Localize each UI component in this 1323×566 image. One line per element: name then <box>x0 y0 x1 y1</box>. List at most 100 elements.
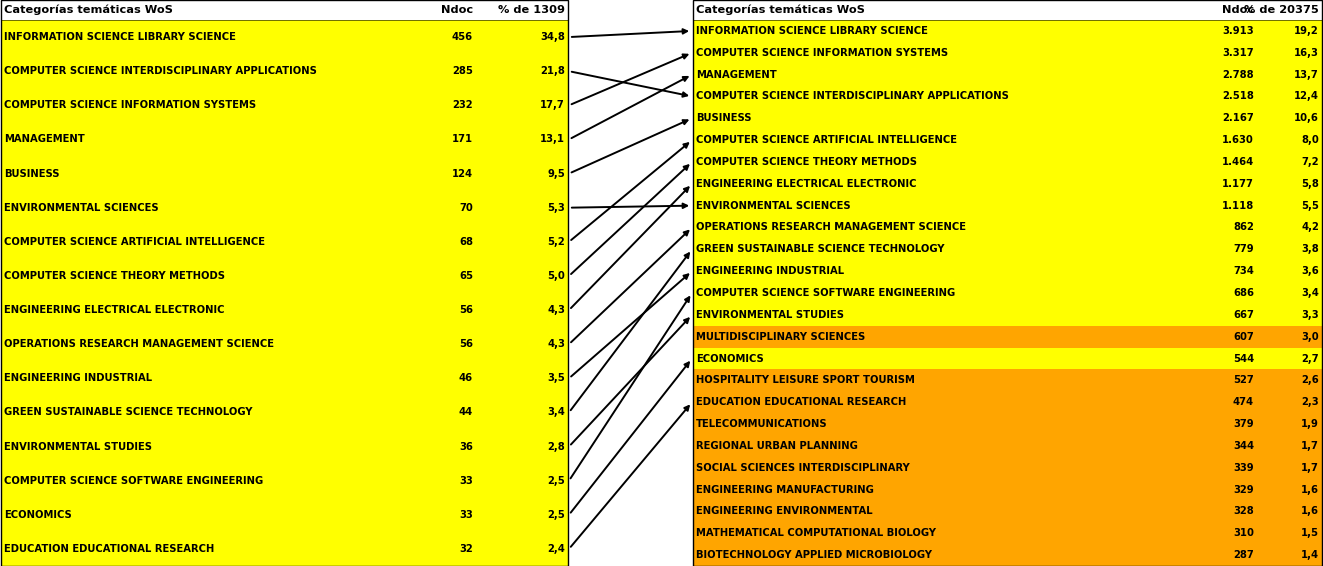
Text: 527: 527 <box>1233 375 1254 385</box>
Text: 46: 46 <box>459 374 474 383</box>
Text: Ndoc: Ndoc <box>1222 5 1254 15</box>
Text: 36: 36 <box>459 441 474 452</box>
Text: 2,5: 2,5 <box>548 475 565 486</box>
Bar <box>693 500 1322 522</box>
Text: COMPUTER SCIENCE ARTIFICIAL INTELLIGENCE: COMPUTER SCIENCE ARTIFICIAL INTELLIGENCE <box>4 237 265 247</box>
Bar <box>1 54 568 88</box>
Text: 34,8: 34,8 <box>540 32 565 42</box>
Text: 2.788: 2.788 <box>1222 70 1254 80</box>
Bar <box>693 0 1322 20</box>
Text: ENGINEERING ENVIRONMENTAL: ENGINEERING ENVIRONMENTAL <box>696 507 873 516</box>
Text: 3,4: 3,4 <box>548 408 565 418</box>
Text: 287: 287 <box>1233 550 1254 560</box>
Text: 3,8: 3,8 <box>1302 245 1319 254</box>
Text: ENVIRONMENTAL STUDIES: ENVIRONMENTAL STUDIES <box>4 441 152 452</box>
Text: TELECOMMUNICATIONS: TELECOMMUNICATIONS <box>696 419 828 429</box>
Text: COMPUTER SCIENCE INFORMATION SYSTEMS: COMPUTER SCIENCE INFORMATION SYSTEMS <box>4 100 257 110</box>
Text: 667: 667 <box>1233 310 1254 320</box>
Text: EDUCATION EDUCATIONAL RESEARCH: EDUCATION EDUCATIONAL RESEARCH <box>696 397 906 407</box>
Text: 4,3: 4,3 <box>548 305 565 315</box>
Bar <box>1 396 568 430</box>
Bar <box>1 157 568 191</box>
Text: 1,4: 1,4 <box>1301 550 1319 560</box>
Text: 65: 65 <box>459 271 474 281</box>
Bar <box>693 413 1322 435</box>
Text: HOSPITALITY LEISURE SPORT TOURISM: HOSPITALITY LEISURE SPORT TOURISM <box>696 375 916 385</box>
Text: BUSINESS: BUSINESS <box>4 169 60 178</box>
Text: 1,5: 1,5 <box>1301 528 1319 538</box>
Text: 1.464: 1.464 <box>1221 157 1254 167</box>
Text: 8,0: 8,0 <box>1302 135 1319 145</box>
Bar <box>693 457 1322 479</box>
Text: COMPUTER SCIENCE INTERDISCIPLINARY APPLICATIONS: COMPUTER SCIENCE INTERDISCIPLINARY APPLI… <box>696 92 1009 101</box>
Text: 5,5: 5,5 <box>1301 200 1319 211</box>
Text: COMPUTER SCIENCE ARTIFICIAL INTELLIGENCE: COMPUTER SCIENCE ARTIFICIAL INTELLIGENCE <box>696 135 957 145</box>
Bar <box>693 108 1322 129</box>
Text: EDUCATION EDUCATIONAL RESEARCH: EDUCATION EDUCATIONAL RESEARCH <box>4 544 214 554</box>
Text: 9,5: 9,5 <box>548 169 565 178</box>
Text: MANAGEMENT: MANAGEMENT <box>696 70 777 80</box>
Text: OPERATIONS RESEARCH MANAGEMENT SCIENCE: OPERATIONS RESEARCH MANAGEMENT SCIENCE <box>4 339 274 349</box>
Text: 379: 379 <box>1233 419 1254 429</box>
Bar <box>693 151 1322 173</box>
Text: 56: 56 <box>459 339 474 349</box>
Text: COMPUTER SCIENCE SOFTWARE ENGINEERING: COMPUTER SCIENCE SOFTWARE ENGINEERING <box>4 475 263 486</box>
Text: 68: 68 <box>459 237 474 247</box>
Text: GREEN SUSTAINABLE SCIENCE TECHNOLOGY: GREEN SUSTAINABLE SCIENCE TECHNOLOGY <box>696 245 945 254</box>
Bar <box>693 85 1322 108</box>
Bar <box>1 20 568 54</box>
Text: % de 20375: % de 20375 <box>1244 5 1319 15</box>
Text: ENGINEERING INDUSTRIAL: ENGINEERING INDUSTRIAL <box>696 266 844 276</box>
Text: 4,2: 4,2 <box>1301 222 1319 233</box>
Text: 3.317: 3.317 <box>1222 48 1254 58</box>
Text: BIOTECHNOLOGY APPLIED MICROBIOLOGY: BIOTECHNOLOGY APPLIED MICROBIOLOGY <box>696 550 931 560</box>
Text: 21,8: 21,8 <box>540 66 565 76</box>
Bar <box>693 304 1322 326</box>
Text: 1.630: 1.630 <box>1222 135 1254 145</box>
Bar <box>693 64 1322 85</box>
Text: Categorías temáticas WoS: Categorías temáticas WoS <box>696 5 865 15</box>
Bar <box>693 195 1322 217</box>
Text: 2,3: 2,3 <box>1302 397 1319 407</box>
Text: 5,0: 5,0 <box>548 271 565 281</box>
Bar <box>1 327 568 361</box>
Text: 3,6: 3,6 <box>1302 266 1319 276</box>
Text: 10,6: 10,6 <box>1294 113 1319 123</box>
Text: 2,8: 2,8 <box>548 441 565 452</box>
Text: 1,6: 1,6 <box>1301 507 1319 516</box>
Text: 5,8: 5,8 <box>1301 179 1319 189</box>
Text: 5,3: 5,3 <box>548 203 565 213</box>
Text: 3,0: 3,0 <box>1302 332 1319 342</box>
Text: MULTIDISCIPLINARY SCIENCES: MULTIDISCIPLINARY SCIENCES <box>696 332 865 342</box>
Bar <box>693 173 1322 195</box>
Bar <box>1 191 568 225</box>
Bar <box>1 0 568 566</box>
Text: 862: 862 <box>1233 222 1254 233</box>
Bar <box>693 217 1322 238</box>
Text: 32: 32 <box>459 544 474 554</box>
Bar <box>1 225 568 259</box>
Text: 686: 686 <box>1233 288 1254 298</box>
Text: ENGINEERING INDUSTRIAL: ENGINEERING INDUSTRIAL <box>4 374 152 383</box>
Bar <box>693 435 1322 457</box>
Text: ENVIRONMENTAL SCIENCES: ENVIRONMENTAL SCIENCES <box>4 203 159 213</box>
Text: 16,3: 16,3 <box>1294 48 1319 58</box>
Bar <box>1 122 568 157</box>
Text: 3,5: 3,5 <box>548 374 565 383</box>
Text: 2,5: 2,5 <box>548 510 565 520</box>
Text: 3.913: 3.913 <box>1222 26 1254 36</box>
Text: INFORMATION SCIENCE LIBRARY SCIENCE: INFORMATION SCIENCE LIBRARY SCIENCE <box>696 26 927 36</box>
Text: 544: 544 <box>1233 354 1254 363</box>
Text: ENVIRONMENTAL STUDIES: ENVIRONMENTAL STUDIES <box>696 310 844 320</box>
Text: 1.118: 1.118 <box>1221 200 1254 211</box>
Bar <box>693 391 1322 413</box>
Text: 329: 329 <box>1233 484 1254 495</box>
Text: 734: 734 <box>1233 266 1254 276</box>
Text: 70: 70 <box>459 203 474 213</box>
Text: 328: 328 <box>1233 507 1254 516</box>
Text: 33: 33 <box>459 475 474 486</box>
Text: 339: 339 <box>1233 463 1254 473</box>
Text: MANAGEMENT: MANAGEMENT <box>4 135 85 144</box>
Text: ECONOMICS: ECONOMICS <box>4 510 71 520</box>
Bar <box>1 259 568 293</box>
